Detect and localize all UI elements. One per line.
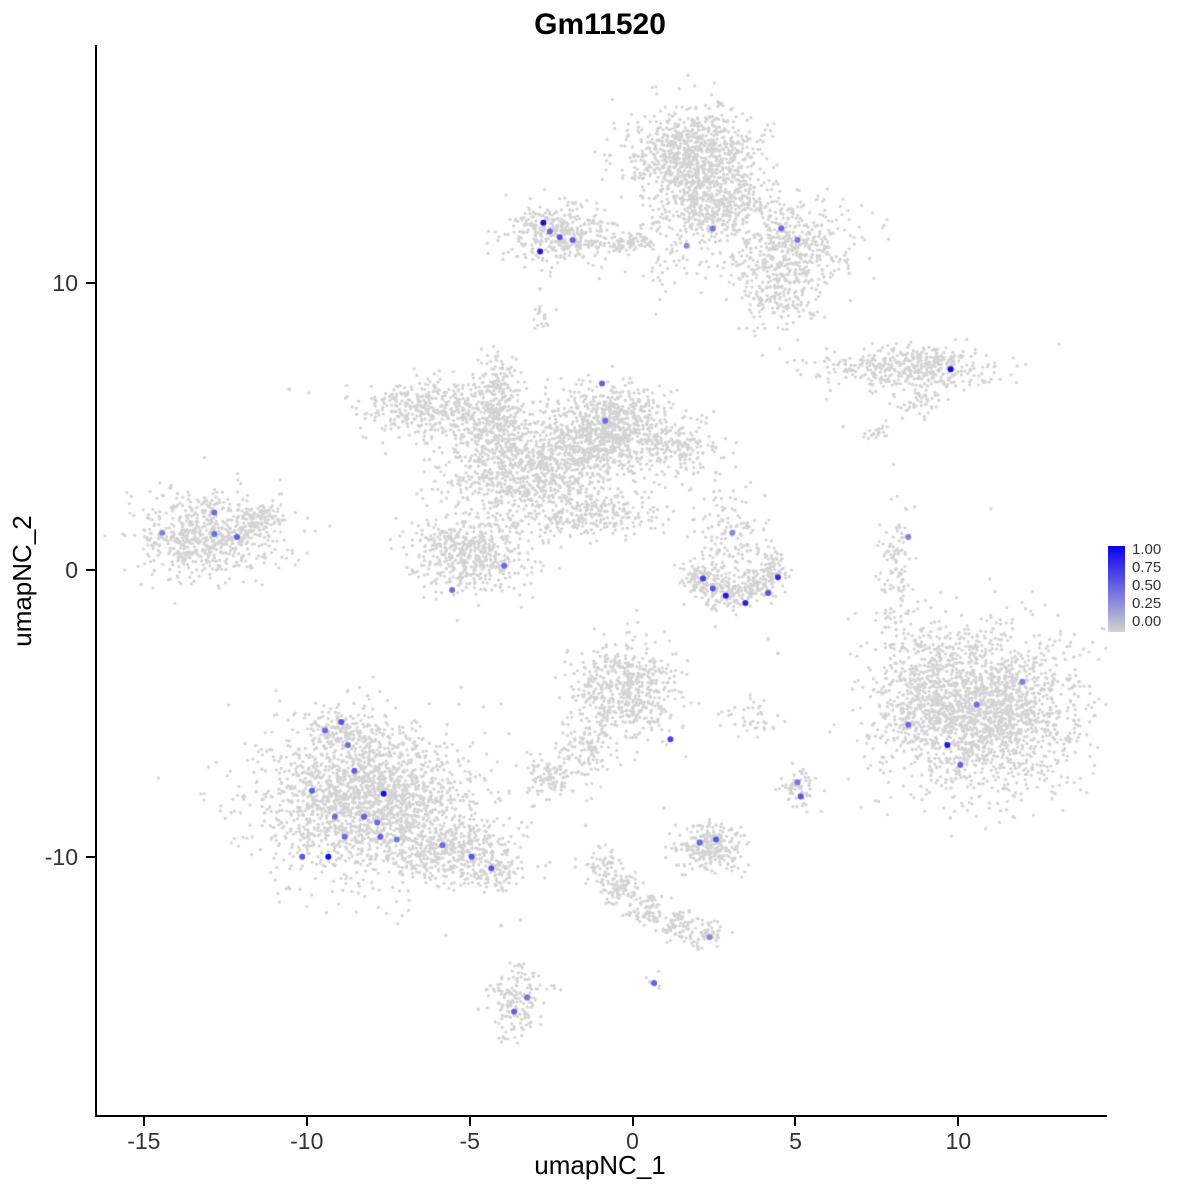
legend-label: 0.25 xyxy=(1132,595,1162,612)
color-legend: 1.00 0.75 0.50 0.25 0.00 xyxy=(1108,542,1196,638)
plot-title: Gm11520 xyxy=(534,8,666,41)
x-tick-mark xyxy=(957,1117,960,1126)
x-tick-mark xyxy=(631,1117,634,1126)
legend-label: 0.75 xyxy=(1132,559,1162,576)
plot-area xyxy=(95,45,1107,1117)
y-tick-label: 10 xyxy=(52,270,78,297)
y-tick-mark xyxy=(86,282,95,285)
legend-gradient-bar xyxy=(1108,546,1125,632)
y-tick-label: 0 xyxy=(65,556,78,583)
x-tick-label: -15 xyxy=(127,1128,161,1154)
y-tick-label: -10 xyxy=(44,843,78,870)
x-tick-mark xyxy=(794,1117,797,1126)
x-tick-mark xyxy=(305,1117,308,1126)
legend-label: 0.00 xyxy=(1132,613,1162,630)
x-tick-label: -5 xyxy=(459,1128,480,1154)
legend-label: 1.00 xyxy=(1132,541,1162,558)
scatter-canvas xyxy=(97,45,1107,1115)
y-tick-mark xyxy=(86,568,95,571)
x-tick-label: -10 xyxy=(290,1128,324,1154)
legend-label: 0.50 xyxy=(1132,577,1162,594)
x-tick-mark xyxy=(142,1117,145,1126)
x-tick-label: 0 xyxy=(626,1128,639,1154)
x-tick-label: 5 xyxy=(789,1128,802,1154)
x-tick-mark xyxy=(468,1117,471,1126)
y-tick-mark xyxy=(86,855,95,858)
x-axis-title: umapNC_1 xyxy=(534,1150,666,1180)
x-tick-label: 10 xyxy=(945,1128,972,1154)
